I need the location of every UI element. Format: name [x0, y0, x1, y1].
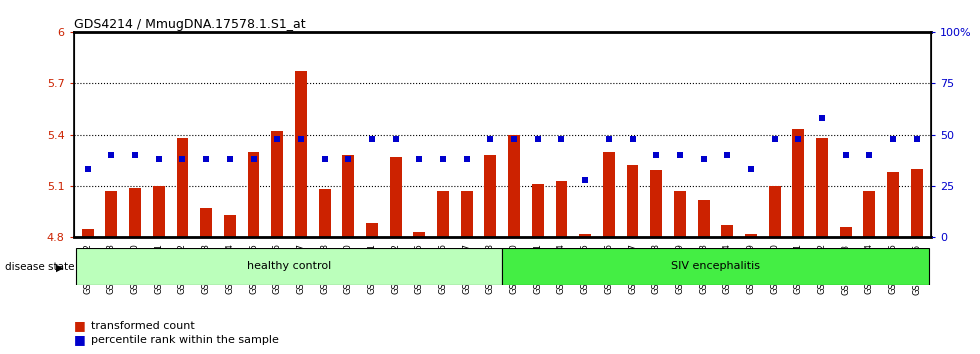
- Point: [104, 152, 120, 158]
- Point: [791, 136, 807, 142]
- Bar: [793, 130, 805, 237]
- Bar: [223, 215, 236, 237]
- Bar: [461, 191, 472, 237]
- Point: [577, 177, 593, 183]
- Point: [672, 152, 688, 158]
- Point: [435, 156, 451, 162]
- Bar: [840, 227, 852, 237]
- Point: [624, 136, 640, 142]
- Bar: [271, 131, 283, 237]
- Point: [293, 136, 309, 142]
- Bar: [698, 200, 710, 237]
- Text: GDS4214 / MmugDNA.17578.1.S1_at: GDS4214 / MmugDNA.17578.1.S1_at: [74, 18, 305, 31]
- Bar: [745, 234, 757, 237]
- Bar: [295, 71, 307, 237]
- Bar: [248, 152, 260, 237]
- Point: [198, 156, 214, 162]
- Bar: [414, 232, 425, 237]
- Bar: [768, 186, 781, 237]
- Text: SIV encephalitis: SIV encephalitis: [671, 261, 760, 272]
- Bar: [863, 191, 875, 237]
- Point: [482, 136, 498, 142]
- Bar: [484, 155, 496, 237]
- Bar: [502, 248, 929, 285]
- Point: [340, 156, 356, 162]
- Point: [459, 156, 474, 162]
- Point: [412, 156, 427, 162]
- Point: [743, 167, 759, 172]
- Point: [838, 152, 854, 158]
- Point: [885, 136, 901, 142]
- Point: [530, 136, 546, 142]
- Point: [507, 136, 522, 142]
- Point: [270, 136, 285, 142]
- Point: [127, 152, 143, 158]
- Bar: [129, 188, 141, 237]
- Bar: [200, 208, 212, 237]
- Bar: [651, 170, 662, 237]
- Point: [151, 156, 167, 162]
- Point: [222, 156, 238, 162]
- Bar: [106, 191, 118, 237]
- Point: [317, 156, 332, 162]
- Point: [554, 136, 569, 142]
- Point: [388, 136, 404, 142]
- Point: [908, 136, 924, 142]
- Point: [814, 115, 830, 121]
- Text: percentile rank within the sample: percentile rank within the sample: [91, 335, 279, 345]
- Bar: [437, 191, 449, 237]
- Point: [696, 156, 711, 162]
- Bar: [390, 157, 402, 237]
- Text: ■: ■: [74, 333, 85, 346]
- Bar: [75, 248, 502, 285]
- Point: [649, 152, 664, 158]
- Point: [80, 167, 96, 172]
- Bar: [721, 225, 733, 237]
- Bar: [176, 138, 188, 237]
- Bar: [153, 186, 165, 237]
- Bar: [509, 135, 520, 237]
- Bar: [603, 152, 614, 237]
- Point: [861, 152, 877, 158]
- Point: [601, 136, 616, 142]
- Point: [719, 152, 735, 158]
- Bar: [816, 138, 828, 237]
- Text: disease state: disease state: [5, 262, 74, 272]
- Bar: [318, 189, 330, 237]
- Text: healthy control: healthy control: [247, 261, 331, 272]
- Bar: [674, 191, 686, 237]
- Text: ■: ■: [74, 319, 85, 332]
- Bar: [626, 165, 638, 237]
- Point: [365, 136, 380, 142]
- Bar: [556, 181, 567, 237]
- Point: [246, 156, 262, 162]
- Bar: [910, 169, 923, 237]
- Point: [766, 136, 782, 142]
- Bar: [367, 223, 378, 237]
- Text: transformed count: transformed count: [91, 321, 195, 331]
- Text: ▶: ▶: [56, 262, 64, 272]
- Point: [174, 156, 190, 162]
- Bar: [342, 155, 354, 237]
- Bar: [532, 184, 544, 237]
- Bar: [579, 234, 591, 237]
- Bar: [887, 172, 899, 237]
- Bar: [81, 229, 94, 237]
